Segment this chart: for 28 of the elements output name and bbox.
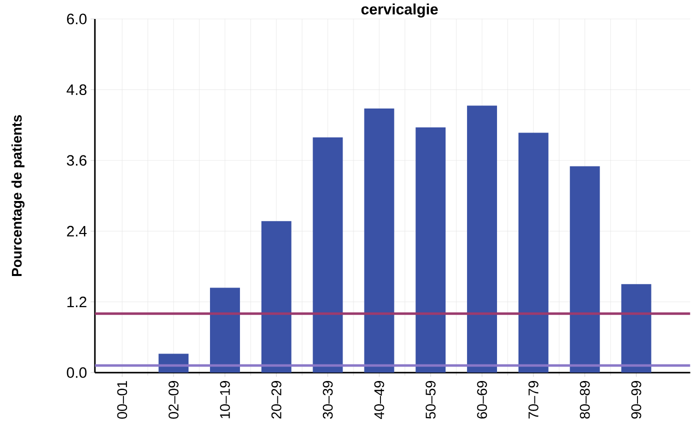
x-tick-label: 80–89 [580,381,590,419]
bar [518,132,548,373]
y-tick-label: 4.8 [66,84,86,96]
x-tick-label: 90–99 [631,381,642,419]
bar [261,221,292,373]
y-tick-label: 6.0 [67,14,87,25]
x-tick-label: 02–09 [168,381,179,419]
x-tick-label: 40–49 [374,381,384,420]
y-tick-label: 2.4 [67,226,87,237]
y-tick-label: 0.0 [66,368,87,378]
y-tick-label: 3.6 [66,155,86,166]
x-tick-label: 50–59 [426,381,436,419]
bar [210,288,240,373]
x-tick-label: 00–01 [117,381,128,419]
x-tick-label: 20–29 [271,381,282,419]
bar [416,128,446,373]
bar [467,106,498,373]
x-tick-label: 60–69 [477,381,487,419]
y-tick-label: 1.2 [67,296,86,308]
x-tick-label: 10–19 [220,381,230,418]
bar [364,108,394,373]
x-tick-label: 30–39 [322,381,333,419]
chart-title: cervicalgie [361,4,438,18]
bar [312,138,343,373]
bar [621,284,652,373]
bar [570,166,600,373]
y-axis-title: Pourcentage de patients [11,115,25,276]
x-tick-label: 70–79 [528,381,538,419]
